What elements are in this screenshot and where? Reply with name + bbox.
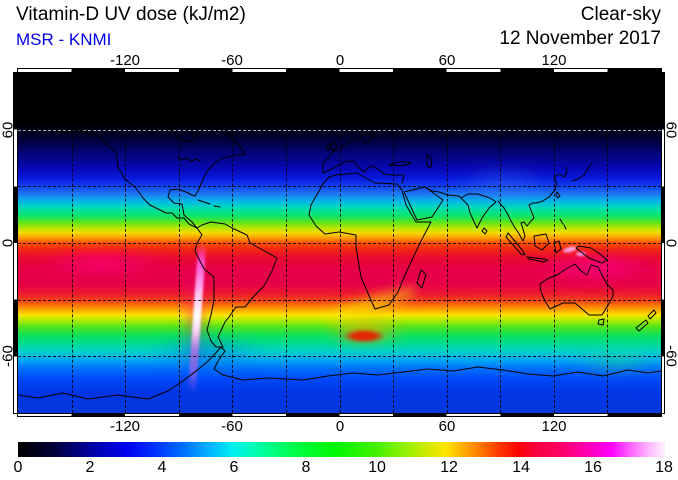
coast-tasmania bbox=[597, 318, 605, 326]
lon-tick-top: 0 bbox=[335, 52, 345, 69]
coast-south-america bbox=[194, 221, 278, 348]
world-uv-heatmap bbox=[18, 73, 661, 413]
colorbar-gradient bbox=[18, 442, 665, 457]
lon-tick-bottom: -120 bbox=[109, 418, 141, 435]
lon-tick-bottom: 120 bbox=[541, 418, 567, 435]
coast-new-zealand bbox=[635, 309, 657, 332]
coast-sumatra bbox=[505, 232, 526, 256]
coast-antarctica bbox=[18, 346, 661, 400]
lon-tick-top: 120 bbox=[541, 52, 567, 69]
colorbar-tick: 14 bbox=[512, 459, 530, 476]
colorbar-tick: 4 bbox=[157, 459, 167, 476]
coast-hudson-bay bbox=[174, 130, 198, 142]
colorbar-tick: 8 bbox=[301, 459, 311, 476]
coast-new-guinea bbox=[575, 245, 608, 264]
gridline-parallel-30s bbox=[18, 300, 661, 301]
lon-tick-bottom: -60 bbox=[221, 418, 243, 435]
coast-japan bbox=[571, 162, 593, 182]
zebra-border-top bbox=[17, 68, 662, 73]
coast-australia bbox=[539, 263, 614, 316]
date-label: 12 November 2017 bbox=[499, 28, 661, 49]
lon-tick-top: 60 bbox=[438, 52, 456, 69]
coastlines bbox=[18, 114, 661, 400]
coast-great-lakes bbox=[177, 156, 201, 162]
southern-ocean-red-anomaly bbox=[336, 327, 392, 345]
lon-tick-top: -120 bbox=[109, 52, 141, 69]
page-title: Vitamin-D UV dose (kJ/m2) bbox=[16, 4, 246, 25]
coast-caspian-sea bbox=[426, 154, 432, 168]
colorbar-tick: 16 bbox=[584, 459, 602, 476]
coast-sri-lanka bbox=[481, 227, 488, 235]
gridline-parallel-60n bbox=[18, 130, 661, 131]
gridline-parallel-30n bbox=[18, 186, 661, 187]
zebra-border-left bbox=[13, 72, 18, 414]
tropical-max-west-pacific bbox=[506, 244, 661, 290]
gridline-parallel-equator bbox=[18, 243, 661, 244]
coast-black-sea bbox=[388, 161, 412, 167]
coast-north-america bbox=[42, 114, 246, 229]
coast-europe-atlantic bbox=[322, 138, 355, 174]
colorbar-tick: 10 bbox=[368, 459, 386, 476]
coast-southeast-asia-china bbox=[497, 166, 568, 242]
coast-india bbox=[460, 193, 497, 229]
coast-persian-gulf bbox=[424, 186, 462, 199]
coast-africa bbox=[308, 172, 432, 310]
coast-taiwan bbox=[555, 191, 561, 199]
coast-arabia bbox=[403, 186, 444, 221]
colorbar-tick: 6 bbox=[229, 459, 239, 476]
coast-philippines bbox=[559, 218, 567, 230]
new-guinea-highlands-spot bbox=[576, 252, 586, 256]
south-atlantic-cool-dip bbox=[130, 329, 285, 379]
colorbar-tick: 18 bbox=[655, 459, 673, 476]
coast-baltic bbox=[357, 132, 375, 144]
coast-cuba bbox=[197, 199, 221, 208]
gridline-parallel-60s bbox=[18, 356, 661, 357]
coast-borneo bbox=[533, 233, 550, 251]
lon-tick-bottom: 60 bbox=[438, 418, 456, 435]
colorbar-tick: 12 bbox=[440, 459, 458, 476]
coast-europe-mediterranean bbox=[322, 160, 405, 184]
coast-java bbox=[526, 256, 549, 263]
lon-tick-top: -60 bbox=[221, 52, 243, 69]
dataset-label: MSR - KNMI bbox=[16, 30, 112, 49]
condition-label: Clear-sky bbox=[580, 4, 661, 25]
colorbar-tick: 0 bbox=[13, 459, 23, 476]
coast-sulawesi bbox=[553, 240, 562, 254]
tropical-max-east-pacific bbox=[18, 242, 198, 284]
colorbar-tick: 2 bbox=[85, 459, 95, 476]
coast-madagascar bbox=[416, 269, 427, 289]
coast-british-isles bbox=[325, 141, 338, 152]
south-asia-bright-patch bbox=[438, 161, 570, 207]
lon-tick-bottom: 0 bbox=[335, 418, 345, 435]
